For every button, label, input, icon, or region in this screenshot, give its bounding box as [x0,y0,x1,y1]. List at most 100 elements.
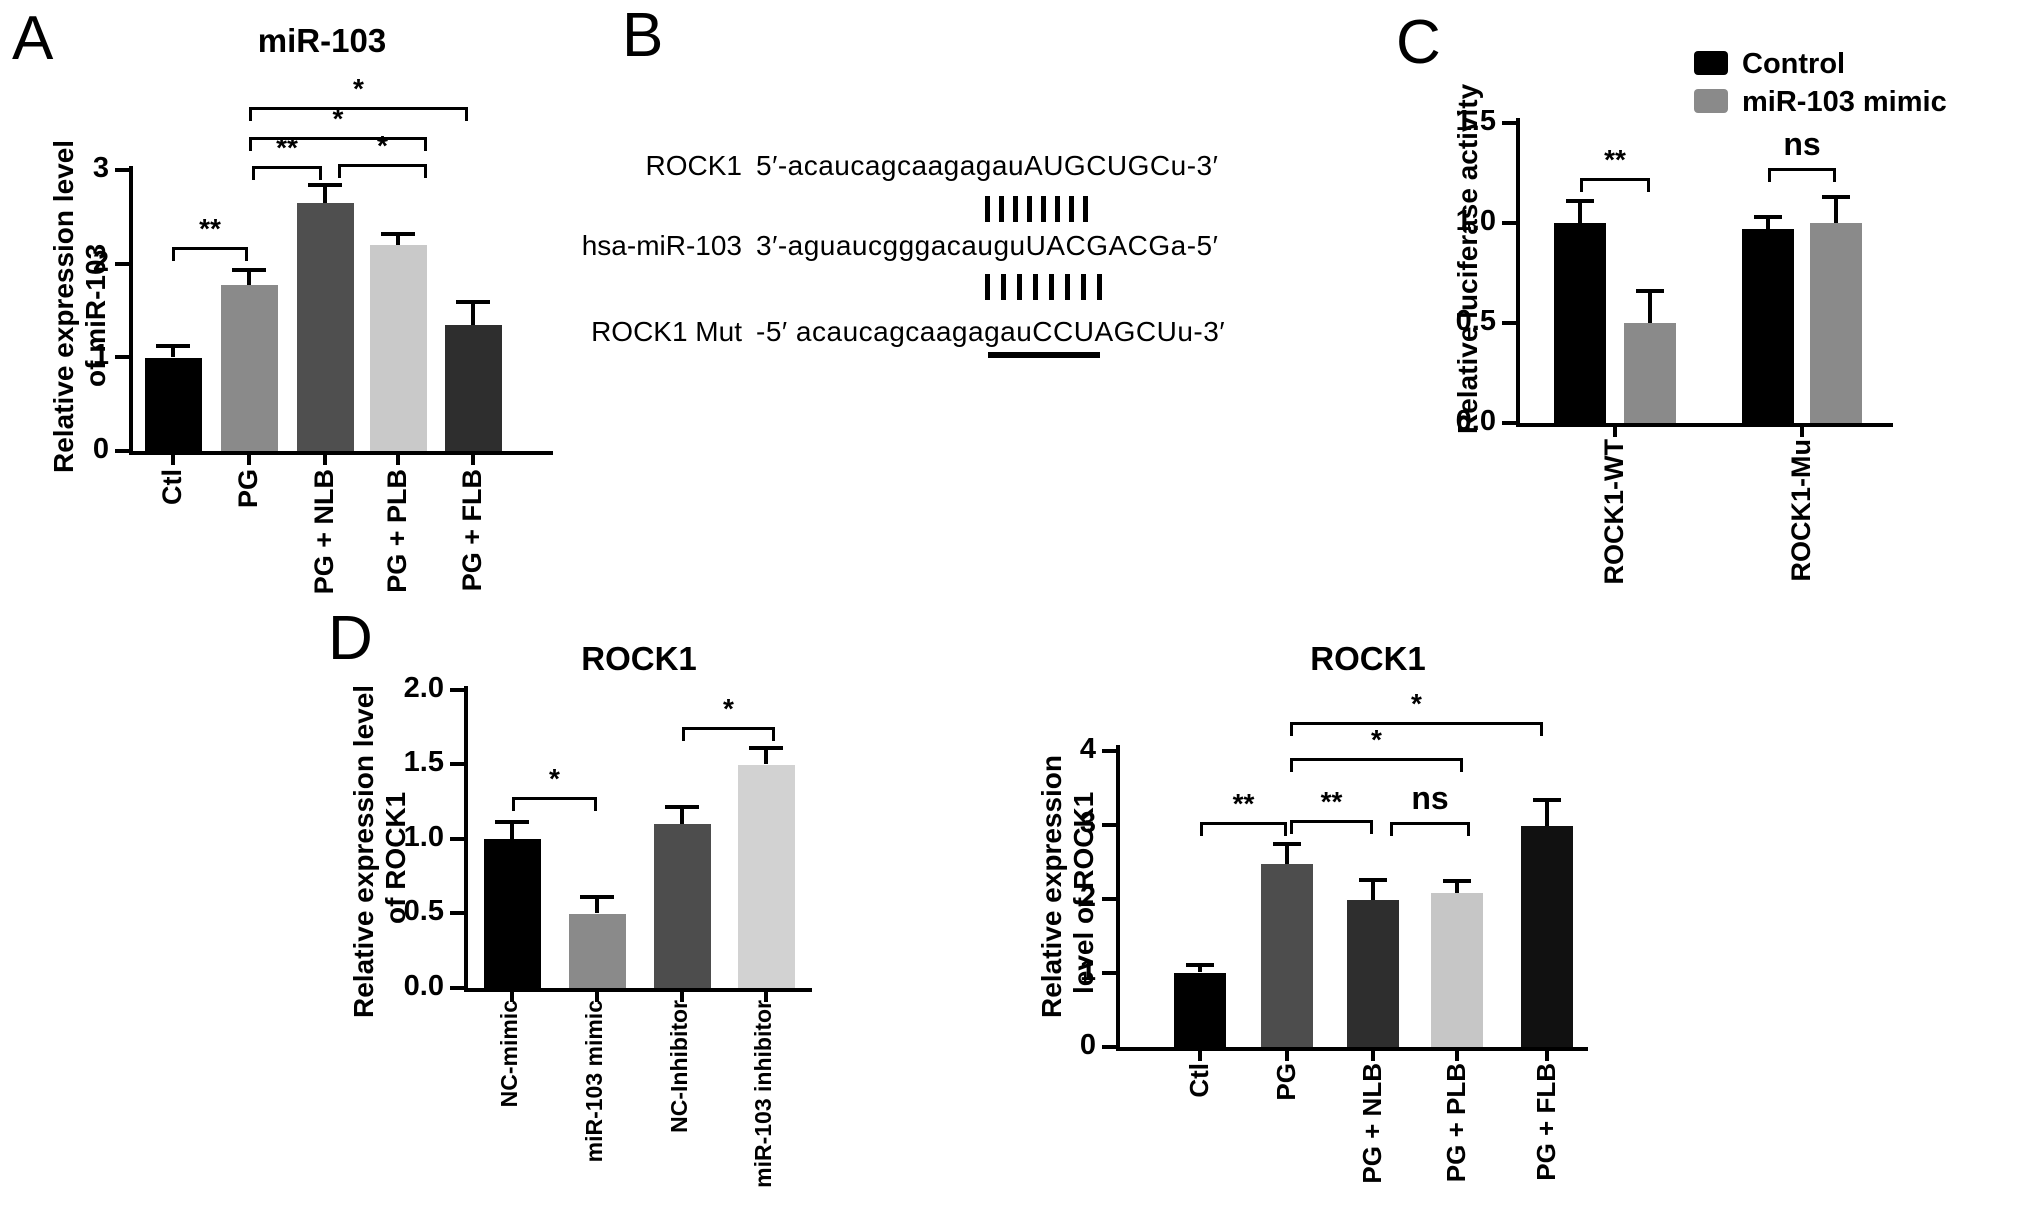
mutant-seed-underline [988,352,1100,358]
error-bar-stem [1371,881,1375,901]
panel-d-right-x-tick [1455,1051,1459,1061]
sig-label: ** [1320,786,1343,817]
error-bar-stem [1578,203,1582,223]
bar-PG + PLB [369,245,427,451]
error-bar-stem [323,187,327,204]
panel-d-left-title: ROCK1 [581,640,697,677]
seq-row2-name: hsa-miR-103 [581,230,742,261]
sig-label: ** [1604,144,1626,175]
base-pair-mark [985,274,990,300]
sig-label: ** [1232,788,1255,819]
base-pair-mark [1081,274,1086,300]
bar-miR-103 inhibitor [737,764,795,988]
sig-bracket-end [424,164,427,178]
bar-PG + NLB [1347,900,1399,1047]
error-bar-cap [1533,797,1561,802]
base-pair-mark [985,196,990,222]
panel-d-left-y-tick [450,986,464,990]
bar-PG [1261,864,1313,1047]
base-pairing-marks-bottom [985,274,1102,300]
panel-d-left-x-tick-label: NC-mimic [496,1000,522,1108]
sig-bracket [338,164,427,167]
panel-c-letter: C [1396,8,1441,77]
error-bar-stem [1198,966,1202,973]
panel-c-y-tick [1502,321,1516,325]
sig-bracket-end [249,107,252,121]
sig-bracket-end [1370,820,1373,834]
sig-bracket-end [249,137,252,151]
panel-d-right-x-tick-label: Ctl [1184,1063,1214,1098]
error-bar-cap [1359,877,1387,882]
sig-bracket [1390,822,1470,825]
error-bar-cap [1186,962,1214,967]
panel-d-right-x-tick [1371,1051,1375,1061]
panel-d-right-y-tick-label: 4 [1079,733,1096,765]
error-bar-cap [1443,879,1471,884]
sig-bracket-end [1460,758,1463,772]
panel-a-y-tick-label: 1 [92,339,109,371]
sig-label: * [1411,688,1422,719]
seq-row1-sequence: 5′-acaucagcaagagauAUGCUGCu-3′ [756,150,1219,181]
sig-label: * [377,130,388,161]
bar-Ctl [1174,972,1226,1047]
sig-bracket [682,727,775,730]
legend-swatch-mir103-mimic [1694,89,1728,113]
sig-label: ns [1783,126,1821,162]
base-pairing-marks-top [985,196,1088,222]
seq-row2-sequence: 3′-aguaucgggacauguUACGACGa-5′ [756,230,1219,261]
sig-bracket-end [465,107,468,121]
sig-bracket-end [1290,758,1293,772]
panel-c-y-tick-label: 1.0 [1455,205,1496,237]
bar-Ctl [144,357,202,451]
error-bar-stem [396,235,400,246]
sig-bracket-end [172,247,175,261]
sig-bracket [1290,722,1543,725]
panel-c-x-tick [1800,427,1804,437]
panel-a-x-tick-label: Ctl [157,469,187,505]
base-pair-mark [1027,196,1032,222]
panel-d-left-y-tick [450,911,464,915]
sig-bracket-end [245,247,248,261]
error-bar-cap [381,231,415,236]
panel-d-left-y-tick-label: 0.5 [403,895,444,927]
panel-a-y-tick-label: 2 [92,246,109,278]
sig-bracket-end [1284,822,1287,836]
panel-d-left-x-tick [764,992,768,1002]
error-bar-cap [749,745,783,750]
base-pair-mark [1013,196,1018,222]
sig-bracket-end [512,797,515,811]
panel-d-right-title: ROCK1 [1310,640,1426,677]
panel-d-right-y-tick [1102,749,1116,753]
sig-bracket [252,166,322,169]
panel-a-y-tick-label: 3 [92,152,109,184]
bar-PG + FLB [444,324,502,451]
sig-bracket-end [1540,722,1543,736]
panel-a-y-tick [115,355,129,359]
sig-bracket-end [1647,178,1650,192]
error-bar-stem [1648,293,1652,323]
base-pair-mark [1001,274,1006,300]
bar-ROCK1-Mu miR-103 mimic [1810,223,1862,423]
error-bar-cap [308,183,342,188]
sig-bracket-end [319,166,322,180]
panel-a-x-tick [396,455,400,465]
panel-a-y-axis-label: Relative expression level of miR-103 [48,140,112,473]
panel-d-left-x-tick-label: miR-103 mimic [581,1000,607,1163]
panel-d-left-y-tick-label: 2.0 [403,672,444,704]
panel-a-letter: A [12,4,54,73]
panel-d-left-y-tick-label: 0.0 [403,970,444,1002]
bar-ROCK1-Mu Control [1742,229,1794,423]
panel-c-y-axis-label-line1: Relative luciferase activity [1452,83,1483,434]
sig-bracket [512,797,597,800]
panel-b-letter: B [622,1,664,70]
sig-label: * [332,103,344,134]
error-bar-cap [580,894,614,899]
sig-bracket-end [1467,822,1470,836]
panel-d-right-x-axis [1116,1047,1588,1051]
panel-a-x-tick-label: PG [233,469,263,509]
base-pair-mark [1065,274,1070,300]
sig-bracket [1290,820,1373,823]
panel-c-x-tick-label: ROCK1-WT [1599,439,1629,585]
panel-d-left-x-axis [464,988,812,992]
